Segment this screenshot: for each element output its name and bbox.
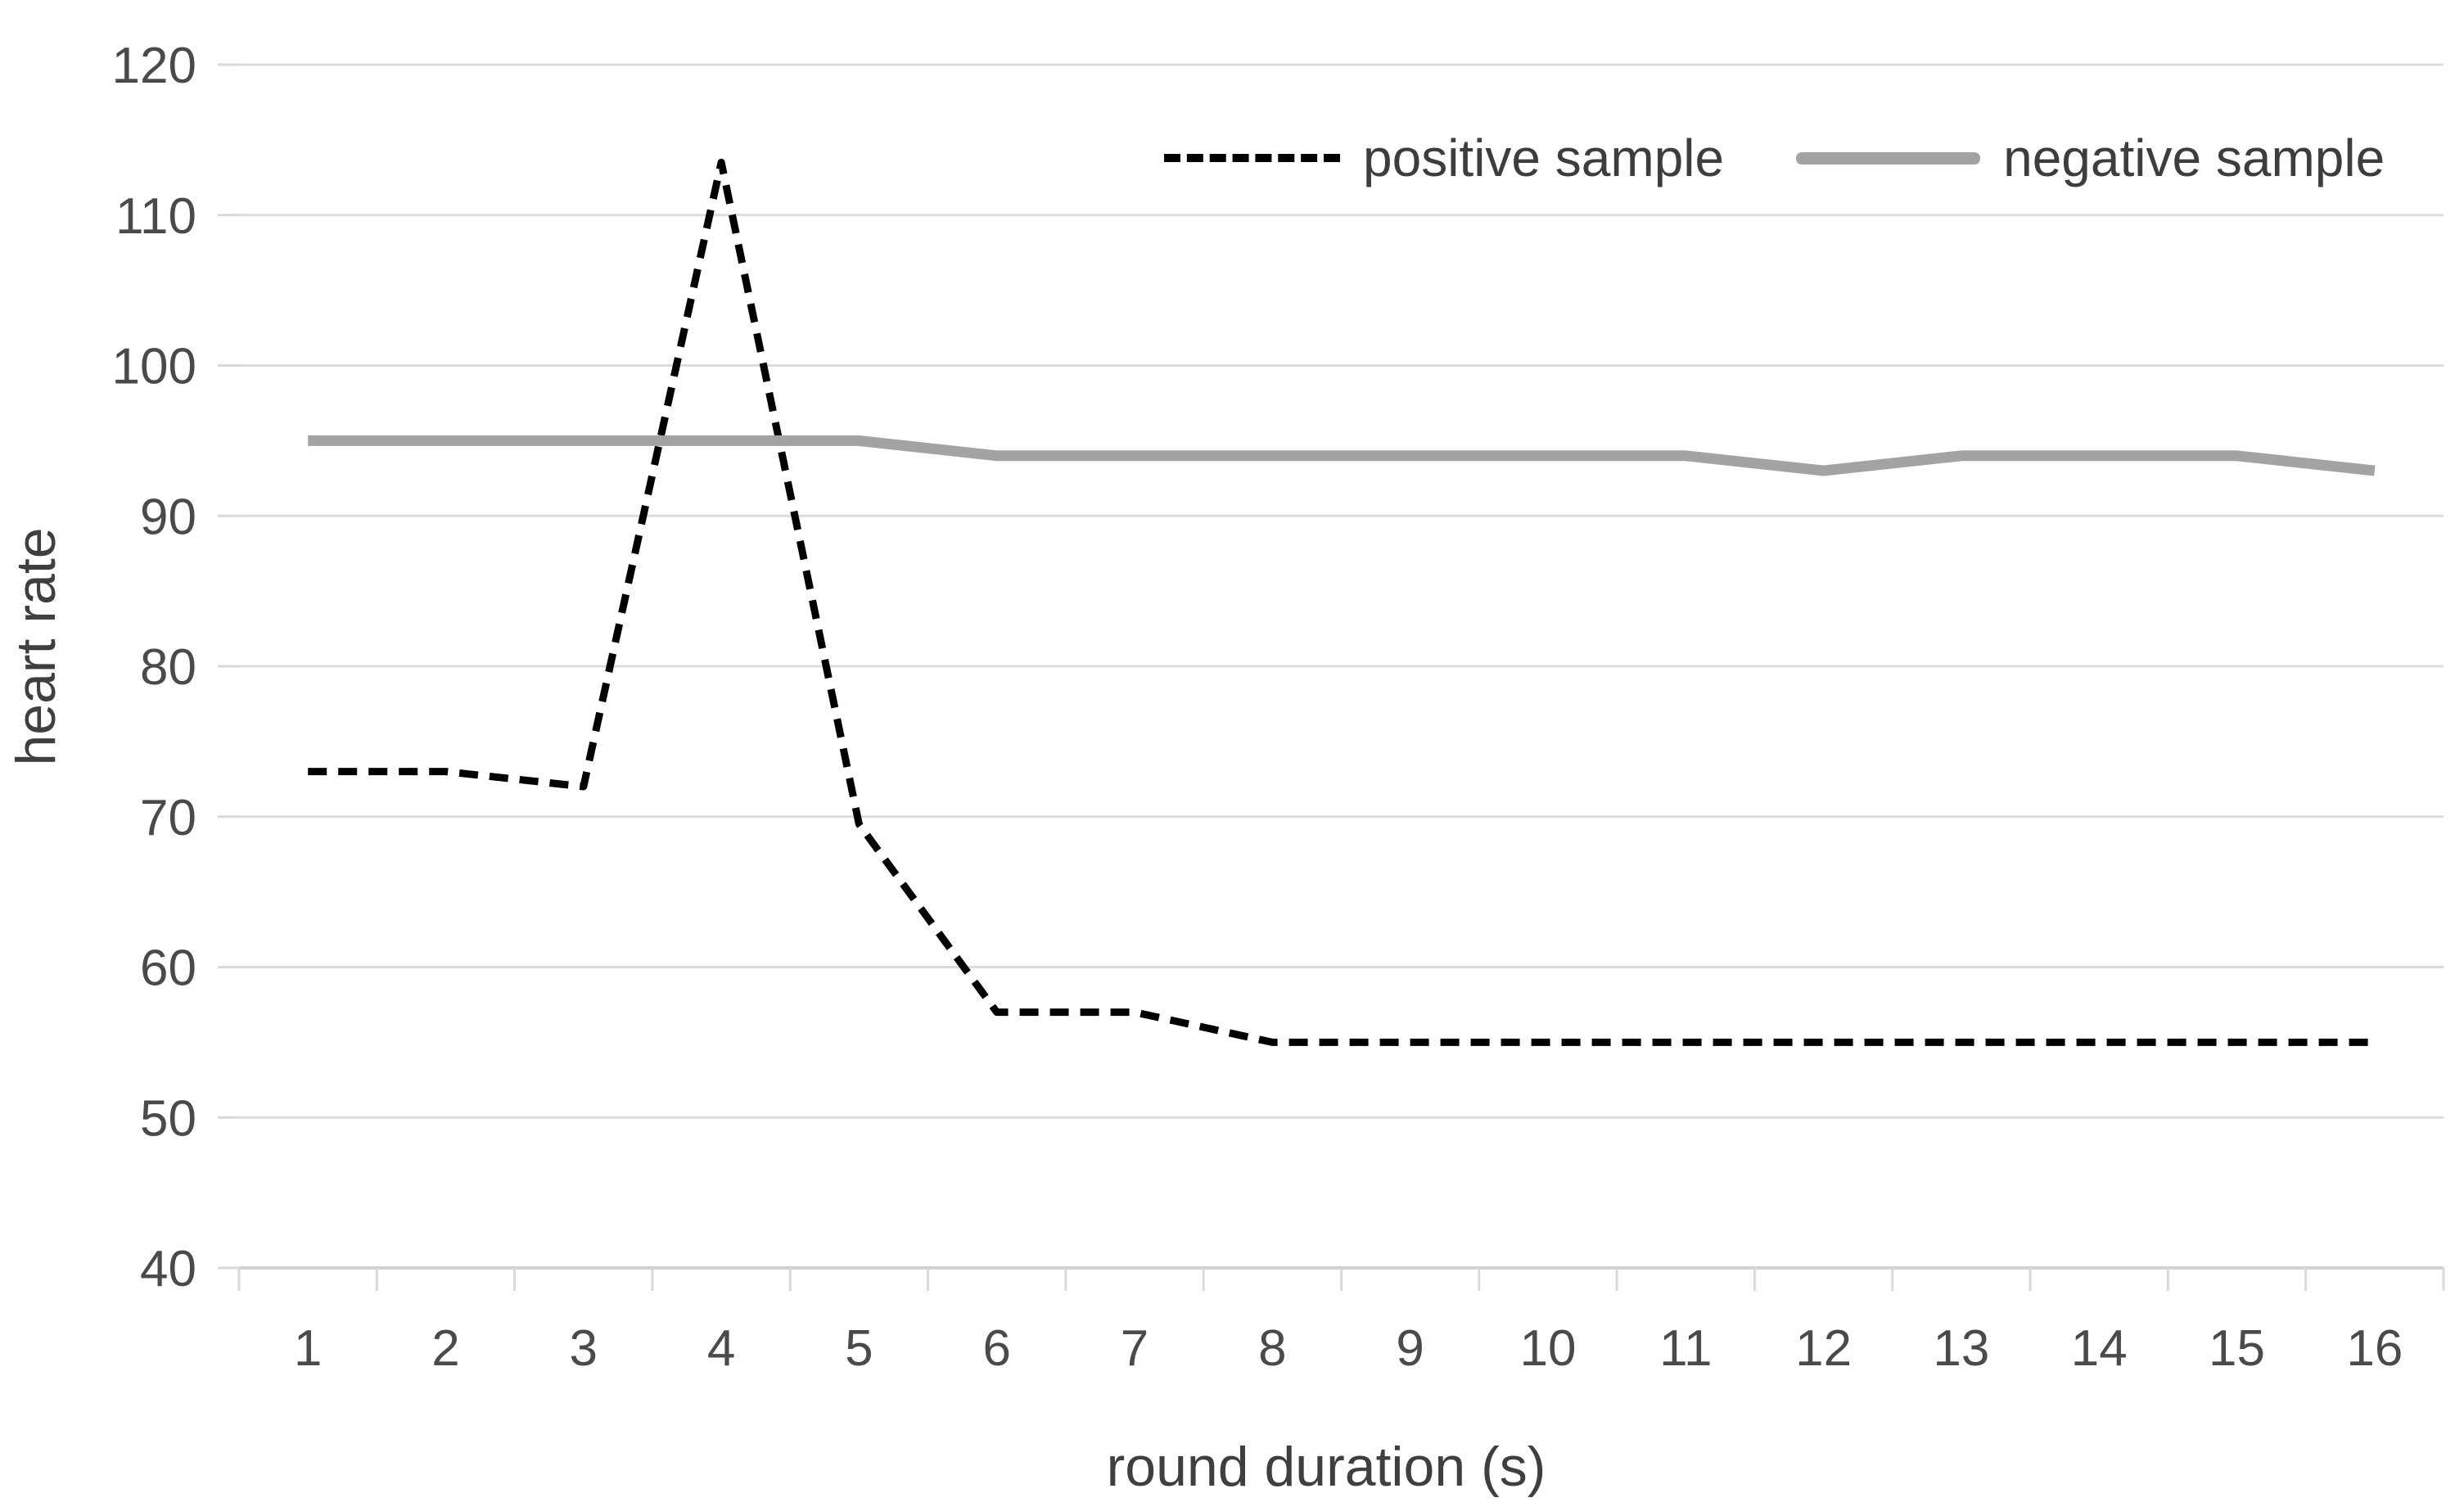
y-tick-label: 110: [115, 188, 196, 245]
legend-label: positive sample: [1363, 129, 1725, 187]
x-tick-label: 13: [1933, 1320, 1989, 1377]
x-tick-label: 10: [1519, 1320, 1576, 1377]
y-tick-label: 70: [140, 790, 196, 846]
negative-sample-legend-key-icon: [1796, 151, 1981, 165]
positive-sample-series-line: [308, 158, 2375, 1046]
x-tick-label: 15: [2209, 1320, 2265, 1377]
x-tick-label: 1: [294, 1320, 322, 1377]
y-tick-label: 60: [140, 940, 196, 997]
x-tick-label: 9: [1396, 1320, 1424, 1377]
legend-item-negative-sample: negative sample: [1796, 128, 2385, 188]
x-tick-label: 4: [707, 1320, 735, 1377]
y-tick-label: 90: [140, 489, 196, 545]
y-tick-label: 100: [112, 339, 196, 395]
x-tick-label: 2: [431, 1320, 459, 1377]
negative-sample-series-line: [308, 435, 2376, 476]
legend-label: negative sample: [2003, 129, 2385, 187]
x-tick-label: 16: [2346, 1320, 2403, 1377]
legend: positive sample negative sample: [1164, 128, 2385, 188]
x-tick-label: 12: [1795, 1320, 1852, 1377]
x-tick-label: 5: [845, 1320, 873, 1377]
x-tick-label: 8: [1258, 1320, 1286, 1377]
legend-item-positive-sample: positive sample: [1164, 128, 1724, 188]
y-axis-title: heart rate: [5, 527, 67, 766]
x-tick-label: 7: [1121, 1320, 1149, 1377]
x-tick-label: 11: [1659, 1320, 1712, 1377]
x-axis-title: round duration (s): [1106, 1436, 1546, 1498]
y-tick-label: 120: [112, 38, 196, 94]
x-tick-label: 3: [570, 1320, 598, 1377]
y-tick-label: 50: [140, 1090, 196, 1147]
x-tick-label: 6: [982, 1320, 1010, 1377]
positive-sample-legend-key-icon: [1164, 154, 1340, 162]
y-tick-label: 80: [140, 639, 196, 696]
y-tick-label: 40: [140, 1241, 196, 1297]
x-tick-label: 14: [2071, 1320, 2128, 1377]
